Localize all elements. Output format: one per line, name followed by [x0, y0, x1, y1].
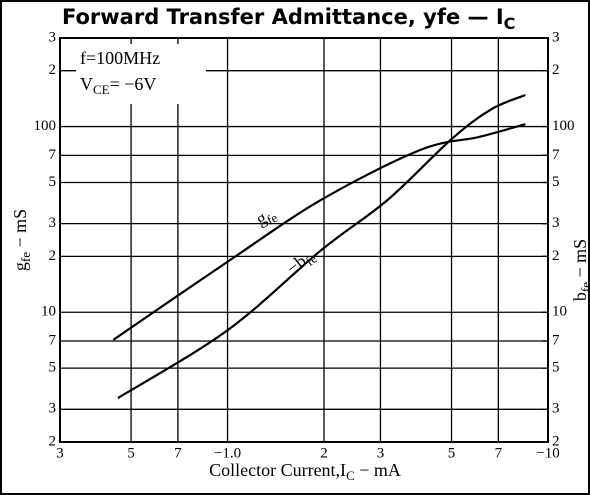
- curve-labels: gfe −bfe: [253, 207, 320, 280]
- y2-tick-label: 3: [552, 215, 560, 231]
- annotation-sub: CE: [93, 82, 110, 97]
- series-label: −bfe: [283, 244, 320, 280]
- plot-border: [59, 37, 549, 443]
- y-tick-label: 2: [49, 62, 57, 78]
- y2-tick-label: 7: [552, 147, 560, 163]
- annotation: VCE= −6V: [80, 74, 156, 97]
- y-tick-label: 3: [49, 215, 57, 231]
- y-tick-label: 2: [49, 433, 57, 449]
- y2-tick-label: 5: [552, 174, 560, 190]
- x-tick-label: 5: [448, 445, 456, 461]
- title-sub: C: [504, 14, 516, 33]
- x-axis-label: Collector Current,IC − mA: [209, 460, 401, 483]
- y2-tick-label: 7: [552, 332, 560, 348]
- y-tick-label: 3: [49, 29, 57, 45]
- y2label-text: b: [570, 292, 590, 301]
- y-tick-label: 100: [34, 118, 57, 134]
- ylabel-sub: fe: [18, 252, 33, 262]
- ylabel-suffix: − mS: [10, 209, 30, 252]
- y-tick-label: 5: [49, 174, 57, 190]
- x-tick-label: −1.0: [214, 445, 241, 461]
- xlabel-suffix: − mA: [355, 460, 401, 480]
- y2-tick-label: 2: [552, 62, 560, 78]
- y-tick-label: 2: [49, 248, 57, 264]
- series-line: [117, 93, 526, 399]
- annotation-text: V: [80, 74, 93, 94]
- x-tick-label: 2: [320, 445, 328, 461]
- y2-tick-label: 3: [552, 401, 560, 417]
- xlabel-text: Collector Current,I: [209, 460, 346, 480]
- x-tick-label: −10: [536, 445, 559, 461]
- annotation: f=100MHz: [80, 48, 160, 68]
- y-tick-label: 10: [41, 304, 56, 320]
- annotation-bg: [76, 44, 206, 104]
- x-tick-label: 3: [56, 445, 64, 461]
- y-tick-label: 3: [49, 401, 57, 417]
- annotation-text: f=100MHz: [80, 48, 160, 68]
- y2label-sub: fe: [578, 282, 590, 292]
- title-text: Forward Transfer Admittance, yfe — I: [62, 5, 504, 29]
- y-tick-label: 5: [49, 360, 57, 376]
- ylabel-text: g: [10, 262, 30, 271]
- x-tick-label: 7: [174, 445, 182, 461]
- y2-tick-label: 10: [552, 304, 567, 320]
- y2label-suffix: − mS: [570, 239, 590, 282]
- y2-tick-label: 100: [552, 118, 575, 134]
- x-tick-label: 5: [127, 445, 135, 461]
- y-axis-label: gfe − mS: [10, 209, 33, 271]
- y2-tick-label: 5: [552, 360, 560, 376]
- x-tick-label: 7: [495, 445, 503, 461]
- y2-axis-label: bfe − mS: [570, 239, 590, 301]
- y-tick-label: 7: [49, 147, 57, 163]
- y2-tick-label: 3: [552, 29, 560, 45]
- y2-tick-label: 2: [552, 248, 560, 264]
- y-tick-label: 7: [49, 332, 57, 348]
- xlabel-sub: C: [346, 468, 355, 483]
- x-tick-label: 3: [377, 445, 385, 461]
- annotation-suffix: = −6V: [110, 74, 157, 94]
- series-line: [112, 123, 526, 341]
- y2-tick-label: 2: [552, 433, 560, 449]
- chart-title: Forward Transfer Admittance, yfe — IC: [62, 5, 515, 33]
